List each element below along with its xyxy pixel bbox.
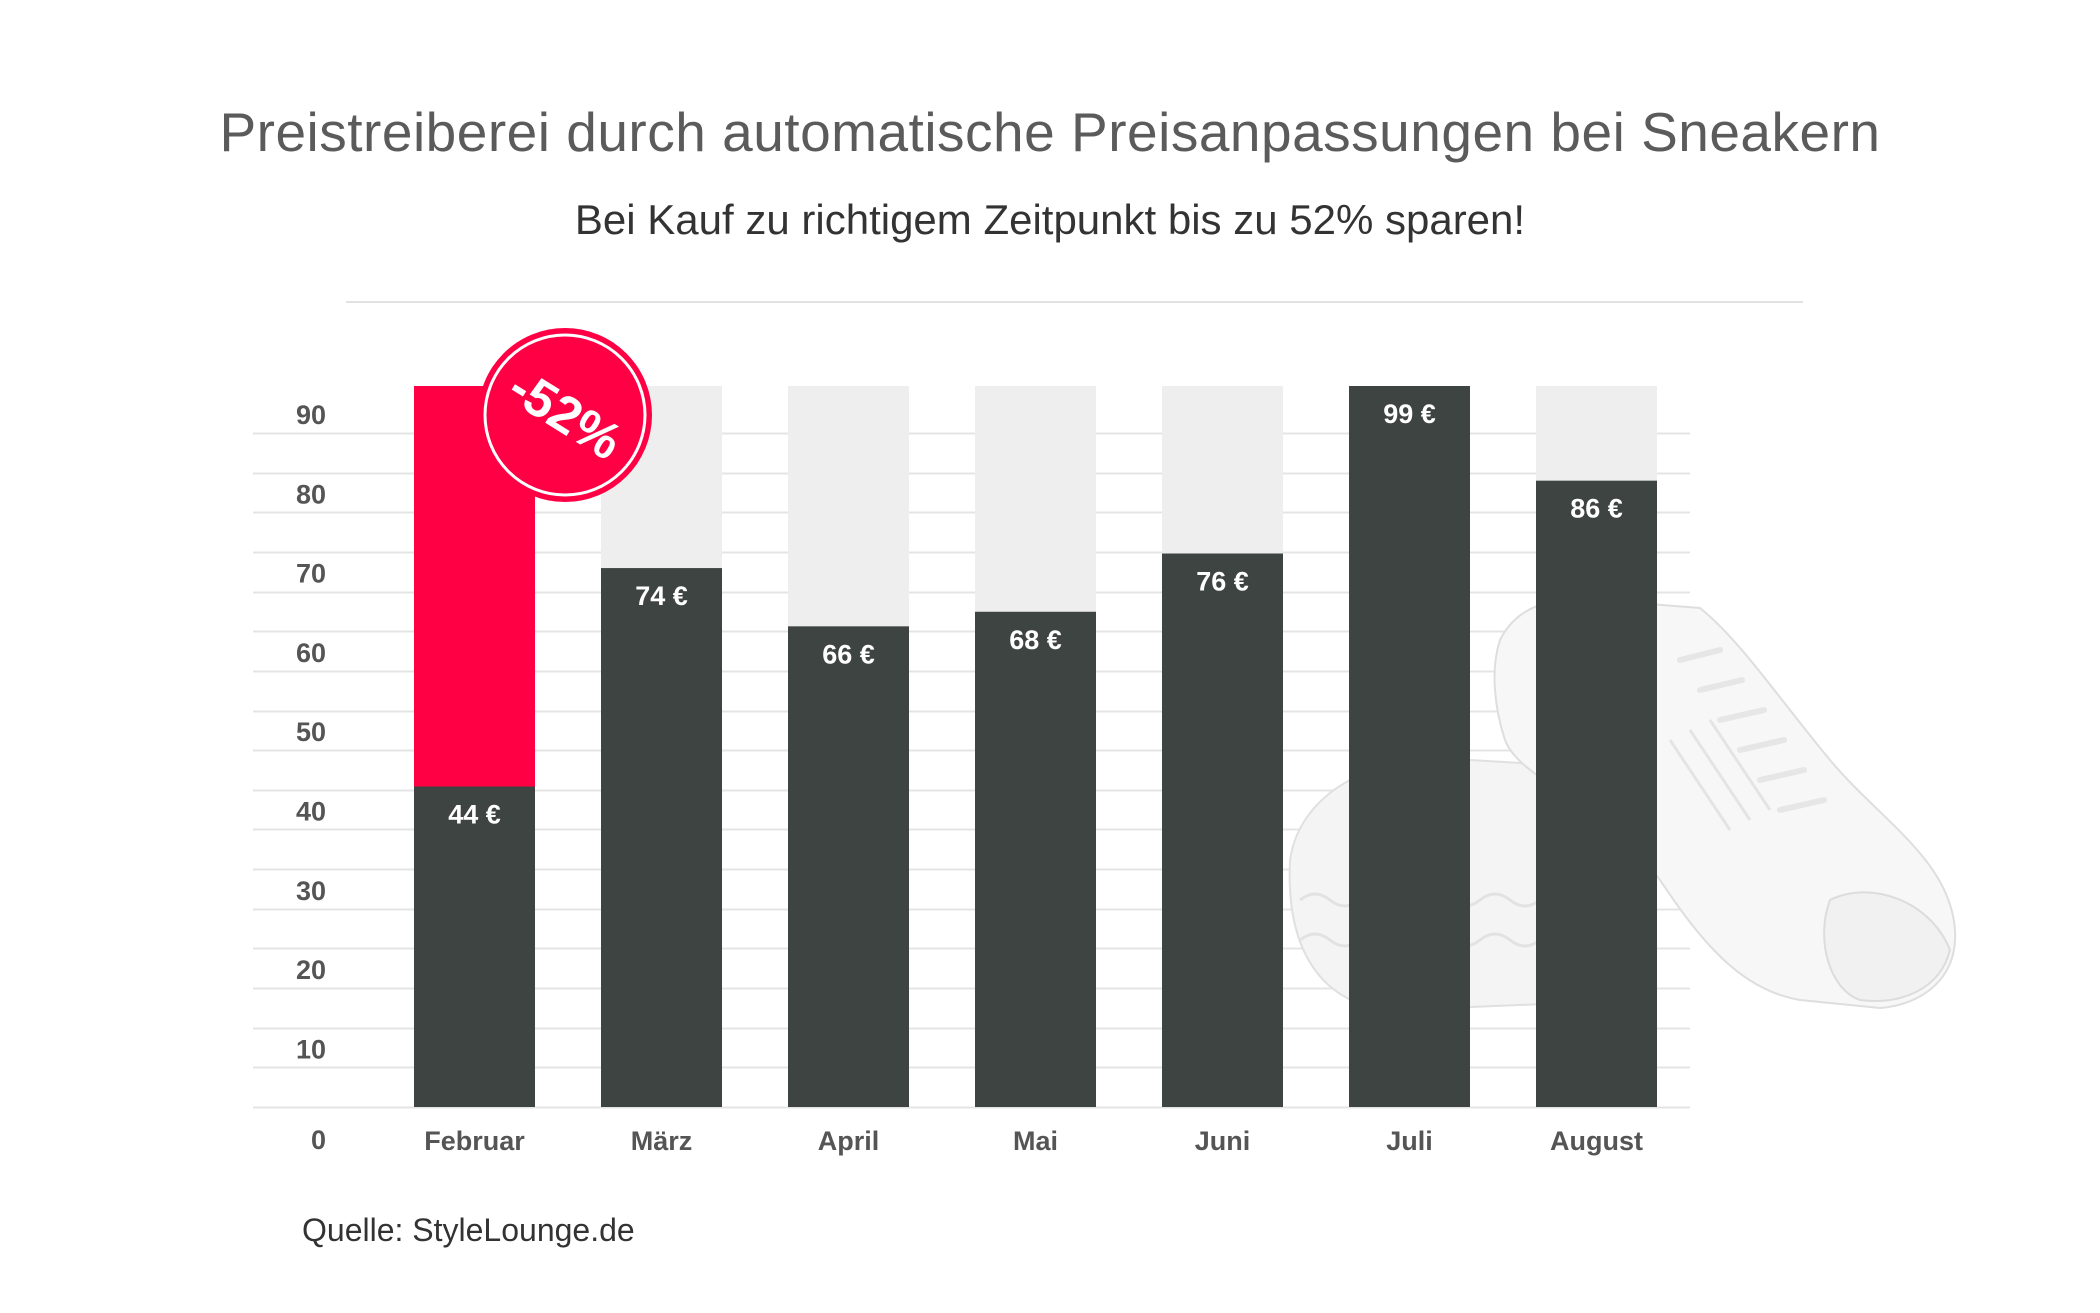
x-tick-label: April — [818, 1126, 880, 1156]
x-tick-label: Februar — [424, 1126, 525, 1156]
y-tick-label: 70 — [296, 559, 326, 589]
bar-februar — [414, 786, 535, 1107]
sneaker-stripes — [1668, 719, 1772, 831]
y-tick-label: 50 — [296, 717, 326, 747]
bars: 44 € 74 € 66 € 68 € 76 € 99 € 86 € — [414, 386, 1657, 1107]
bar-value-label: 99 € — [1383, 399, 1436, 429]
bar-märz — [601, 568, 722, 1107]
bar-value-label: 66 € — [822, 639, 875, 669]
y-tick-label: 80 — [296, 479, 326, 509]
bar-value-label: 44 € — [448, 800, 501, 830]
y-tick-label: 90 — [296, 400, 326, 430]
badge-circle — [478, 328, 652, 502]
header-separator — [346, 301, 1803, 303]
y-tick-label: 40 — [296, 796, 326, 826]
sneaker-laces — [1677, 647, 1827, 813]
bar-value-label: 86 € — [1570, 494, 1623, 524]
x-tick-label: Mai — [1013, 1126, 1058, 1156]
y-tick-label: 0 — [311, 1125, 326, 1155]
chart-subtitle: Bei Kauf zu richtigem Zeitpunkt bis zu 5… — [574, 196, 1526, 243]
source-note: Quelle: StyleLounge.de — [302, 1212, 635, 1248]
x-tick-label: August — [1550, 1126, 1643, 1156]
bar-juli — [1349, 386, 1470, 1107]
y-tick-label: 20 — [296, 955, 326, 985]
y-tick-label: 10 — [296, 1034, 326, 1064]
y-axis: 0 10 20 30 40 50 60 70 80 90 — [296, 400, 326, 1155]
x-tick-label: Juni — [1195, 1126, 1251, 1156]
bar-august — [1536, 480, 1657, 1107]
bar-juni — [1162, 553, 1283, 1107]
badge-ring — [483, 333, 647, 497]
bar-value-label: 68 € — [1009, 625, 1062, 655]
discount-badge: -52% — [478, 328, 652, 502]
bar-value-label: 74 € — [635, 581, 688, 611]
y-tick-label: 30 — [296, 876, 326, 906]
chart-title: Preistreiberei durch automatische Preisa… — [219, 101, 1881, 163]
x-tick-label: März — [631, 1126, 693, 1156]
y-tick-label: 60 — [296, 638, 326, 668]
x-tick-label: Juli — [1386, 1126, 1433, 1156]
bar-april — [788, 626, 909, 1107]
x-axis: Februar März April Mai Juni Juli August — [424, 1126, 1643, 1156]
bar-mai — [975, 611, 1096, 1107]
sneaker-toe-cap — [1823, 891, 1952, 1002]
bar-value-label: 76 € — [1196, 567, 1249, 597]
